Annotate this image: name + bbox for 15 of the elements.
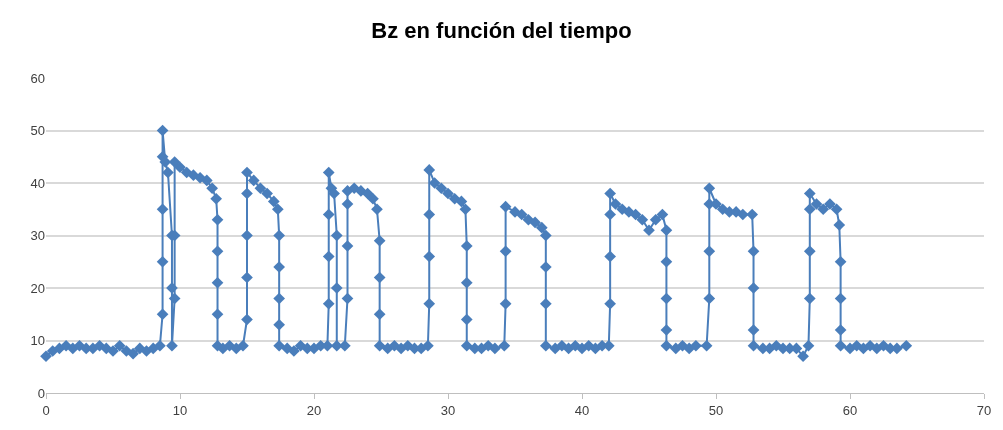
y-tick-label: 20	[30, 280, 45, 296]
x-tick-label: 10	[172, 402, 188, 418]
x-tick-label: 60	[842, 402, 858, 418]
x-tick-label: 30	[440, 402, 456, 418]
y-tick-label: 60	[30, 70, 45, 86]
y-tick-label: 50	[30, 123, 45, 139]
y-tick-label: 10	[30, 333, 45, 349]
x-tick-label: 20	[306, 402, 322, 418]
x-tick-label: 70	[976, 402, 992, 418]
x-tick-label: 40	[574, 402, 590, 418]
x-tick-label: 50	[708, 402, 724, 418]
y-tick-label: 40	[30, 175, 45, 191]
y-tick-label: 30	[30, 228, 45, 244]
y-tick-label: 0	[37, 385, 45, 401]
chart-title: Bz en función del tiempo	[371, 17, 632, 43]
